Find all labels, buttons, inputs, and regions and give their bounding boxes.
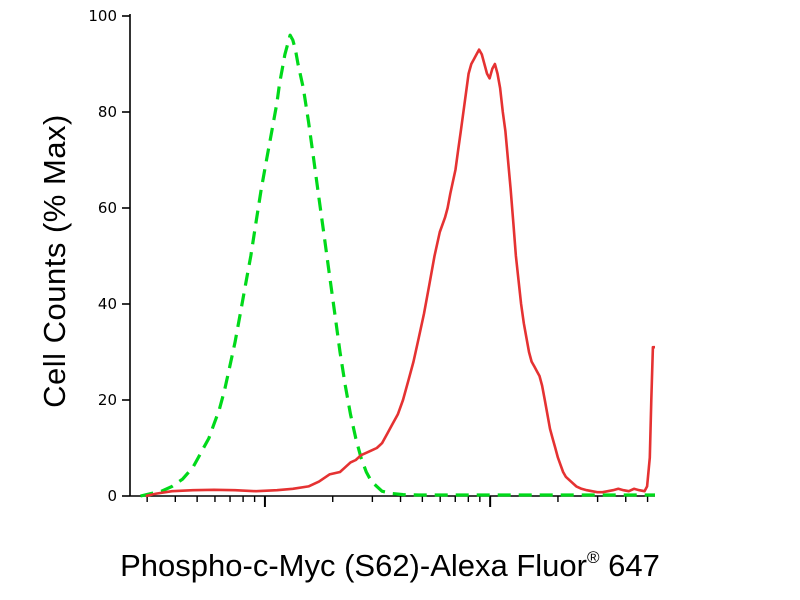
x-axis-ticks xyxy=(146,496,649,507)
y-tick-label: 100 xyxy=(88,7,117,25)
x-axis-title-suffix: 647 xyxy=(599,548,660,583)
y-tick-label: 40 xyxy=(98,295,117,313)
y-axis-ticks: 0 20 40 60 80 100 xyxy=(88,7,130,505)
red-solid-histogram xyxy=(145,48,655,498)
y-axis-title: Cell Counts (% Max) xyxy=(37,114,72,408)
green-dashed-histogram xyxy=(140,33,655,498)
x-axis-title: Phospho-c-Myc (S62)-Alexa Fluor® 647 xyxy=(0,548,780,584)
x-axis-title-text: Phospho-c-Myc (S62)-Alexa Fluor xyxy=(120,548,587,583)
y-tick-label: 80 xyxy=(98,103,117,121)
registered-trademark-symbol: ® xyxy=(587,548,600,567)
y-tick-label: 20 xyxy=(98,391,117,409)
y-tick-label: 60 xyxy=(98,199,117,217)
y-tick-label: 0 xyxy=(107,487,117,505)
